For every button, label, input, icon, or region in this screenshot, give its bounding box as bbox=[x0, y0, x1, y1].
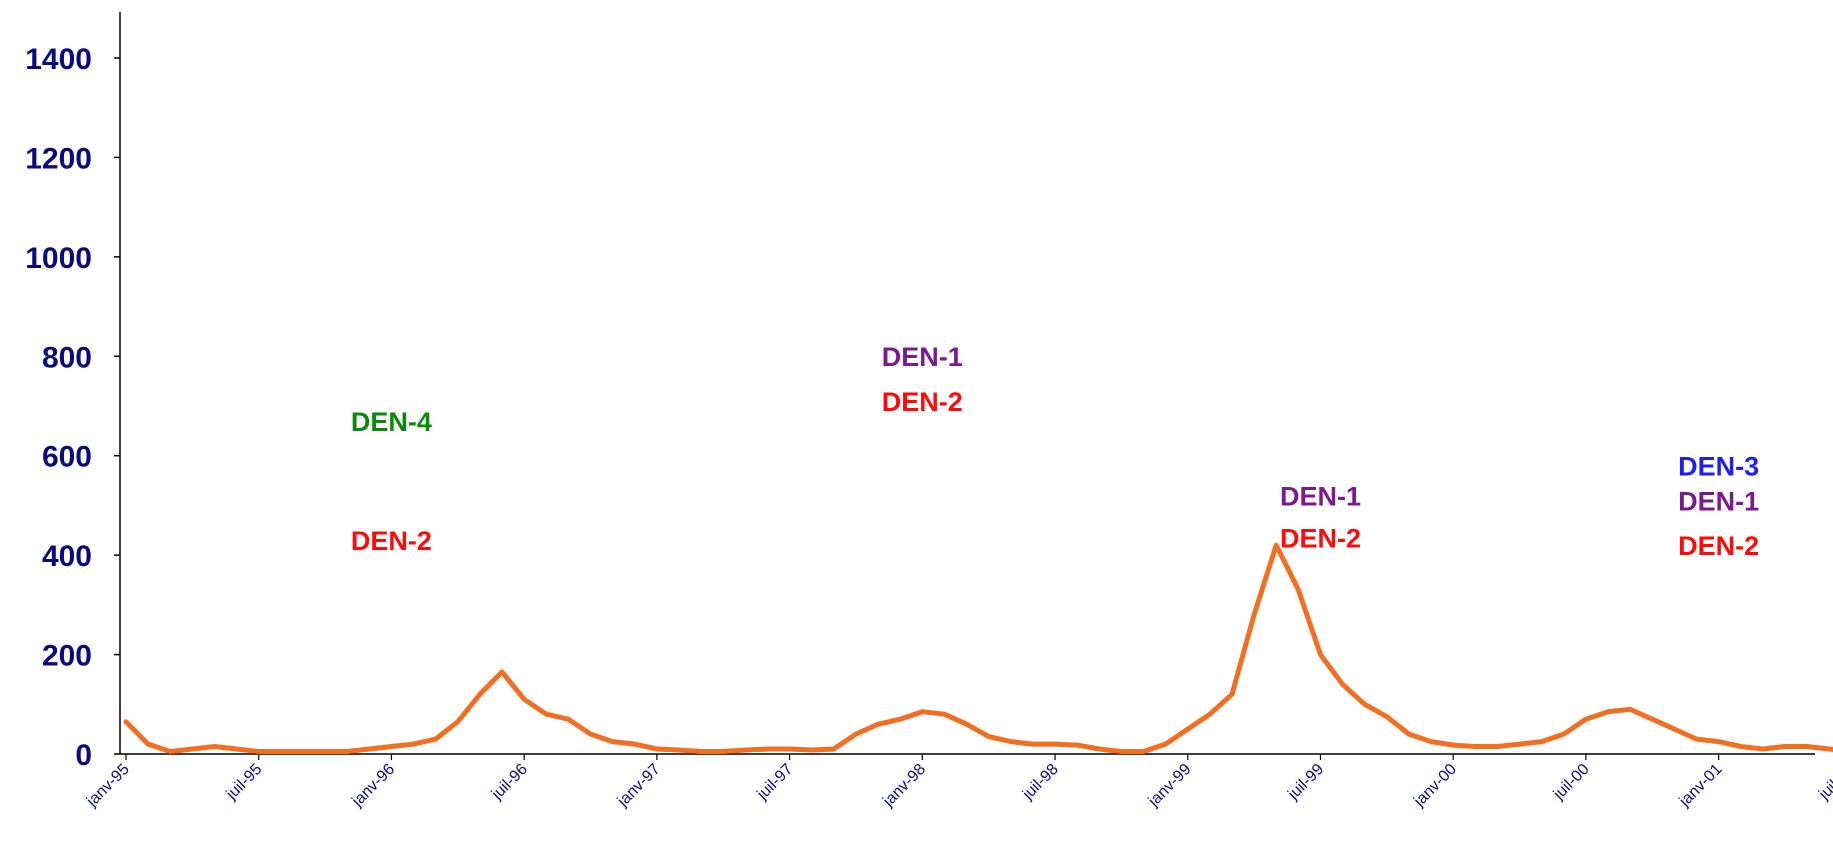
annotation-den-1: DEN-1 bbox=[882, 342, 963, 372]
y-tick-label: 1400 bbox=[25, 43, 92, 76]
x-tick-label: juil-99 bbox=[1284, 761, 1327, 804]
y-tick-label: 400 bbox=[42, 540, 92, 573]
y-tick-label: 0 bbox=[75, 739, 92, 772]
x-tick-label: janv-96 bbox=[348, 761, 398, 811]
series-group bbox=[123, 542, 1833, 754]
x-tick-label: juil-96 bbox=[488, 761, 531, 804]
x-tick-label: janv-98 bbox=[879, 761, 929, 811]
x-tick-label: juil-01 bbox=[1815, 761, 1833, 804]
y-tick-label: 200 bbox=[42, 640, 92, 673]
annotation-den-1: DEN-1 bbox=[1678, 486, 1759, 516]
y-tick-label: 800 bbox=[42, 341, 92, 374]
y-axis-ticks: 0 200 400 600 800 1000 1200 1400 bbox=[25, 43, 120, 772]
y-tick-label: 1200 bbox=[25, 142, 92, 175]
annotation-den-3: DEN-3 bbox=[1678, 452, 1759, 482]
annotation-den-1: DEN-1 bbox=[1280, 481, 1361, 511]
annotation-den-2: DEN-2 bbox=[1678, 531, 1759, 561]
annotation-den-2: DEN-2 bbox=[351, 526, 432, 556]
annotation-den-2: DEN-2 bbox=[882, 387, 963, 417]
annotation-den-4: DEN-4 bbox=[351, 407, 432, 437]
x-tick-label: juil-95 bbox=[223, 761, 266, 804]
x-tick-label: janv-99 bbox=[1145, 761, 1195, 811]
annotation-den-2: DEN-2 bbox=[1280, 524, 1361, 554]
x-tick-label: janv-00 bbox=[1410, 761, 1460, 811]
x-tick-label: juil-98 bbox=[1019, 761, 1062, 804]
x-axis-ticks: janv-95 juil-95 janv-96 juil-96 janv-97 juil-… bbox=[83, 754, 1833, 811]
x-tick-label: janv-01 bbox=[1676, 761, 1726, 811]
serotype-annotations: DEN-4 DEN-2 DEN-1 DEN-2 DEN-1 DEN-2 DEN-3 DEN-1… bbox=[351, 342, 1759, 561]
x-tick-label: janv-97 bbox=[614, 761, 664, 811]
x-tick-label: juil-97 bbox=[754, 761, 797, 804]
x-tick-label: juil-00 bbox=[1550, 761, 1593, 804]
series-line bbox=[123, 542, 1833, 754]
y-tick-label: 1000 bbox=[25, 242, 92, 275]
y-tick-label: 600 bbox=[42, 441, 92, 474]
axes bbox=[119, 12, 1815, 755]
